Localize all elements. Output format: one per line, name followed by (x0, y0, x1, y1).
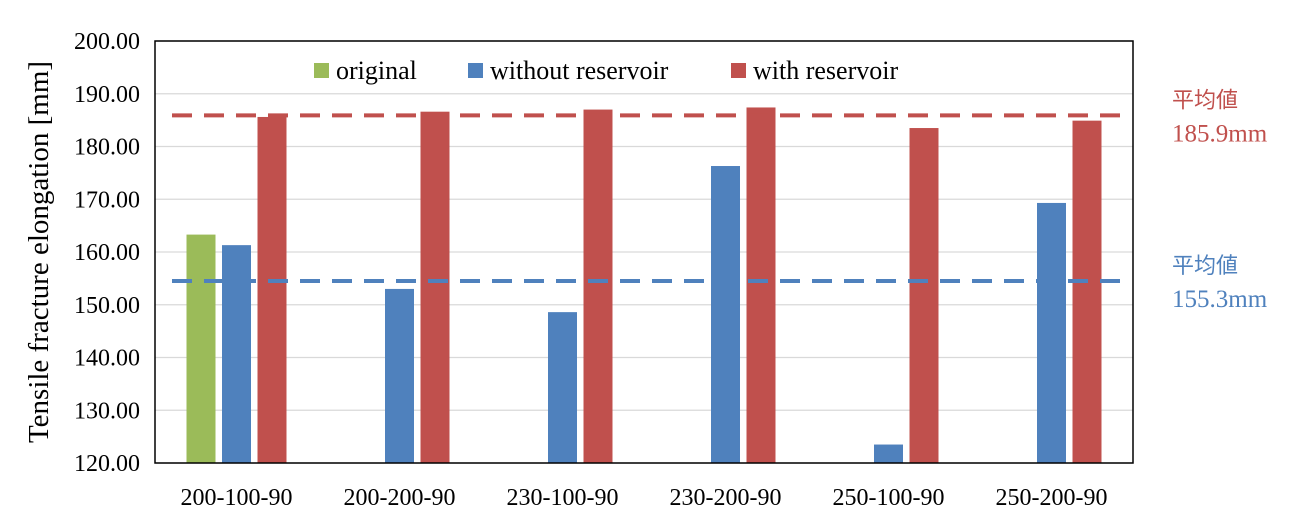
legend-swatch-without-reservoir (468, 63, 483, 78)
x-tick-label: 250-100-90 (833, 485, 945, 511)
legend-swatch-with-reservoir (731, 63, 746, 78)
y-tick-label: 180.00 (74, 135, 140, 161)
average-label: 平均値 (1172, 253, 1238, 278)
bar-without-reservoir-200-200-90 (385, 288, 414, 463)
bar-without-reservoir-250-100-90 (874, 444, 903, 463)
y-tick-label: 140.00 (74, 346, 140, 372)
bar-without-reservoir-230-100-90 (548, 312, 577, 463)
bar-with-reservoir-200-200-90 (420, 111, 450, 463)
x-tick-label: 250-200-90 (996, 485, 1108, 511)
legend-label: with reservoir (753, 56, 898, 85)
y-tick-label: 120.00 (74, 451, 140, 477)
y-tick-label: 160.00 (74, 240, 140, 266)
bar-without-reservoir-230-200-90 (711, 166, 740, 463)
x-tick-label: 200-200-90 (344, 485, 456, 511)
average-label: 平均値 (1172, 87, 1238, 112)
average-value: 185.9mm (1172, 120, 1268, 147)
x-tick-labels: 200-100-90 200-200-90 230-100-90 230-200-90… (181, 485, 1108, 511)
x-tick-label: 230-200-90 (670, 485, 782, 511)
legend-label: without reservoir (490, 56, 669, 85)
y-axis-label: Tensile fracture elongation [mm] (23, 61, 55, 443)
y-tick-labels: 120.00 130.00 140.00 150.00 160.00 170.00 180.… (74, 29, 140, 477)
gridlines (155, 40, 1133, 464)
x-tick-label: 200-100-90 (181, 485, 293, 511)
legend-label: original (336, 56, 417, 85)
bar-with-reservoir-250-200-90 (1072, 120, 1102, 463)
bar-without-reservoir-200-100-90 (222, 245, 251, 463)
plot-area-border (154, 40, 1134, 464)
y-tick-label: 170.00 (74, 187, 140, 213)
bar-with-reservoir-230-200-90 (746, 107, 776, 463)
y-tick-label: 200.00 (74, 29, 140, 55)
reference-annotations: 平均値 185.9mm 平均値 155.3mm (1172, 87, 1268, 313)
average-value: 155.3mm (1172, 286, 1268, 313)
legend-swatch-original (314, 63, 329, 78)
bar-with-reservoir-250-100-90 (909, 128, 939, 463)
bar-with-reservoir-230-100-90 (583, 109, 613, 463)
bar-original-200-100-90 (186, 234, 216, 463)
bar-with-reservoir-200-100-90 (257, 116, 287, 464)
y-tick-label: 190.00 (74, 82, 140, 108)
bars (186, 107, 1102, 464)
bar-without-reservoir-250-200-90 (1037, 202, 1066, 463)
reference-lines (172, 113, 1127, 284)
y-tick-label: 130.00 (74, 398, 140, 424)
y-tick-label: 150.00 (74, 293, 140, 319)
legend: original without reservoir with reservoir (314, 56, 898, 85)
x-tick-label: 230-100-90 (507, 485, 619, 511)
